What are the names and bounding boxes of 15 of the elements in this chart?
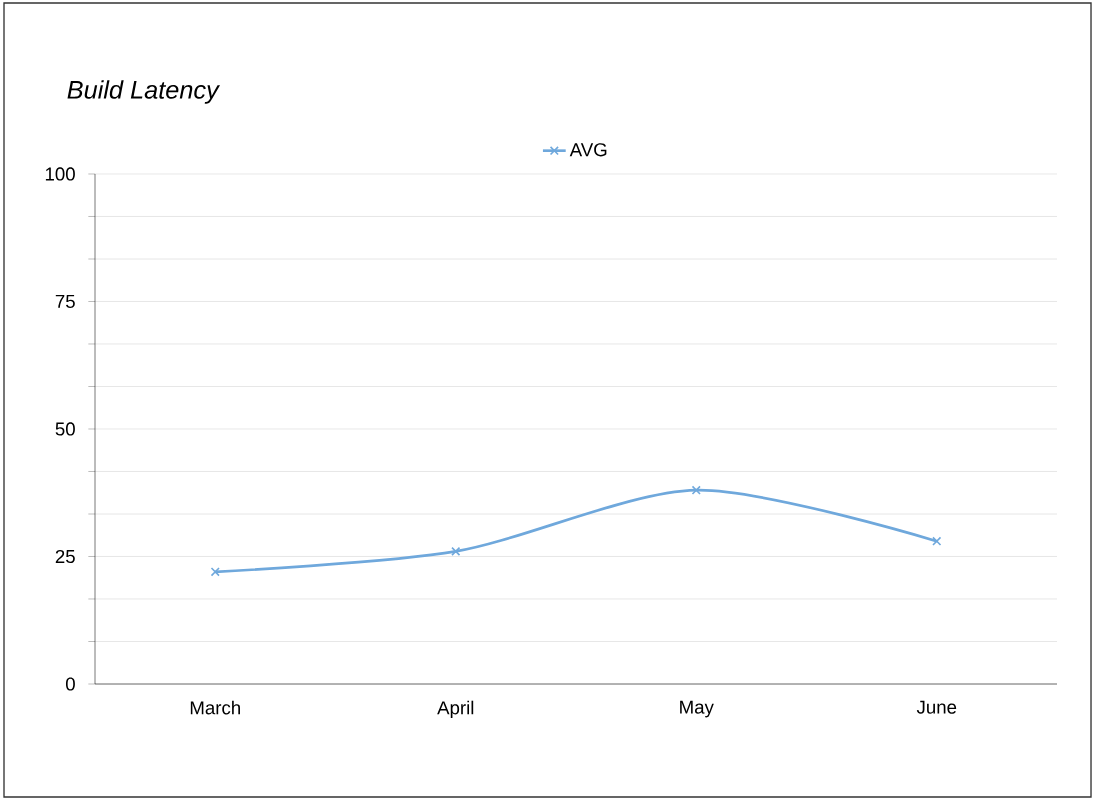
y-tick-label: 25 <box>55 549 75 564</box>
point <box>691 485 701 495</box>
point <box>451 546 461 556</box>
point <box>210 567 220 577</box>
x-tick-label: June <box>916 700 957 714</box>
y-tick-label: 0 <box>65 677 75 691</box>
legend-label: AVG <box>569 143 607 157</box>
x-tick-label: March <box>190 700 240 715</box>
y-tick-label: 100 <box>45 167 75 181</box>
point <box>932 536 942 546</box>
chart-title: Build Latency <box>67 80 221 104</box>
y-tick-label: 50 <box>55 422 75 436</box>
x-tick-label: April <box>437 700 474 719</box>
y-tick-label: 75 <box>55 294 75 309</box>
x-tick-label: May <box>680 700 714 718</box>
